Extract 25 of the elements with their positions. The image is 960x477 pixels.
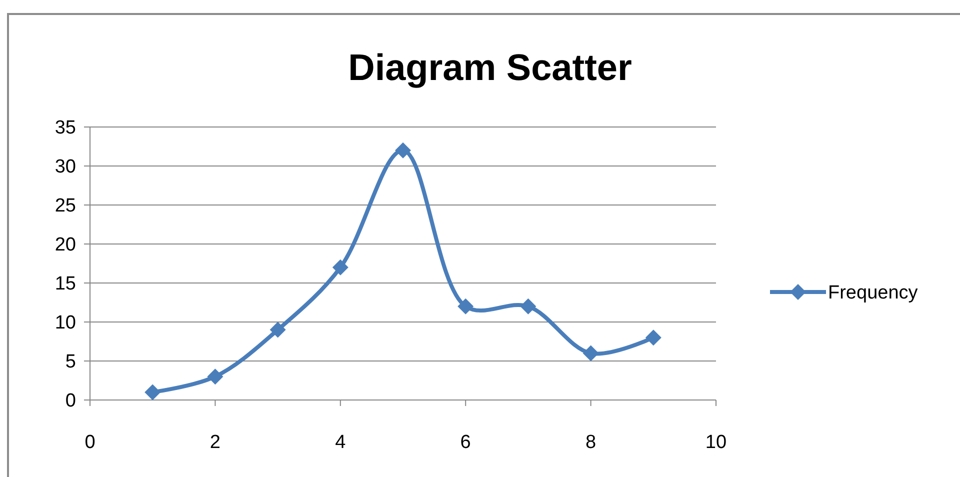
point	[582, 345, 599, 362]
x-tick-label: 8	[586, 432, 596, 453]
point	[395, 142, 411, 158]
x-tick-label: 4	[335, 432, 346, 453]
y-tick-label: 5	[65, 352, 76, 373]
point	[520, 298, 536, 314]
x-tick-label: 10	[705, 432, 727, 453]
point	[144, 384, 161, 400]
y-tick-label: 0	[65, 390, 76, 412]
y-tick-label: 15	[54, 274, 76, 295]
x-tick-label: 2	[210, 432, 220, 453]
legend-label: Frequency	[828, 282, 918, 304]
chart-title: Diagram Scatter	[348, 47, 632, 88]
point	[270, 322, 286, 338]
point	[645, 330, 662, 346]
y-tick-label: 20	[54, 234, 76, 256]
y-tick-label: 10	[54, 312, 76, 334]
y-tick-label: 35	[54, 118, 76, 139]
x-tick-label: 6	[460, 432, 471, 453]
point	[332, 259, 348, 276]
y-tick-label: 25	[54, 196, 76, 217]
point	[207, 368, 224, 385]
y-tick-label: 30	[54, 156, 76, 178]
point	[458, 298, 474, 314]
x-tick-label: 0	[84, 432, 96, 453]
